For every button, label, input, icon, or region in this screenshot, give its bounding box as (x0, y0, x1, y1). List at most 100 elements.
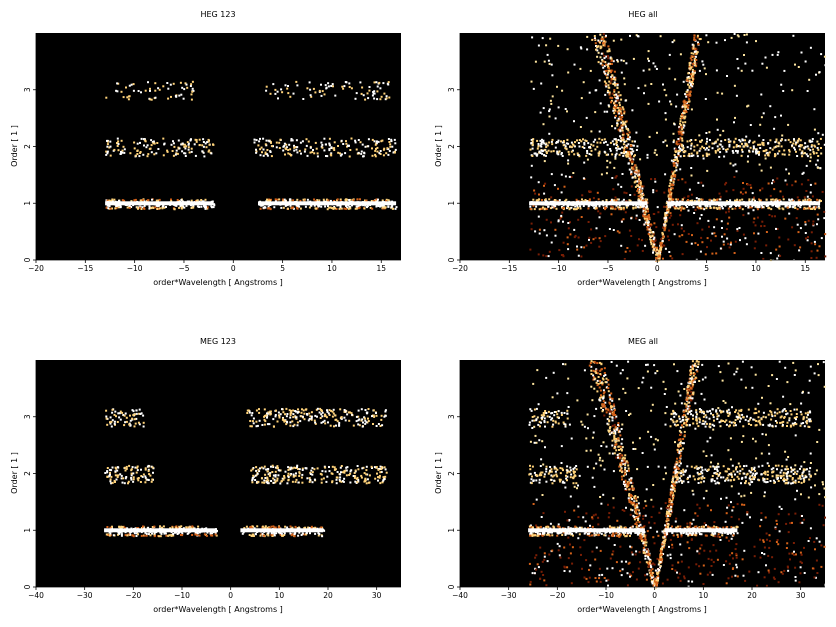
heatmap-cell (676, 93, 679, 96)
heatmap-cell (674, 156, 677, 159)
heatmap-cell (260, 204, 263, 207)
heatmap-cell (324, 413, 326, 416)
heatmap-cell (595, 546, 598, 549)
heatmap-cell (327, 199, 330, 202)
heatmap-cell (190, 83, 193, 86)
heatmap-cell (124, 469, 127, 472)
heatmap-cell (794, 434, 797, 437)
y-tick-label: 0 (23, 257, 32, 262)
heatmap-cell (783, 69, 786, 72)
heatmap-cell (283, 198, 286, 201)
heatmap-cell (625, 192, 628, 195)
heatmap-cell (642, 69, 645, 72)
heatmap-cell (343, 410, 346, 413)
heatmap-cell (698, 207, 701, 210)
heatmap-cell (700, 181, 703, 184)
heatmap-cell (551, 138, 554, 141)
heatmap-cell (297, 204, 300, 207)
heatmap-cell (676, 160, 679, 163)
heatmap-cell (130, 206, 133, 208)
heatmap-cell (684, 181, 687, 184)
heatmap-cell (561, 254, 564, 256)
heatmap-cell (658, 100, 661, 103)
heatmap-cell (272, 481, 275, 484)
heatmap-cell (812, 148, 814, 151)
heatmap-cell (191, 80, 194, 83)
heatmap-cell (717, 462, 720, 465)
heatmap-cell (681, 234, 684, 237)
heatmap-cell (754, 440, 757, 443)
heatmap-cell (340, 207, 343, 210)
heatmap-cell (537, 253, 540, 256)
heatmap-cell (321, 143, 324, 146)
heatmap-cell (621, 173, 624, 175)
heatmap-cell (366, 478, 369, 481)
heatmap-cell (617, 106, 620, 109)
heatmap-cell (756, 206, 759, 209)
heatmap-cell (635, 131, 638, 134)
heatmap-cell (380, 467, 383, 469)
heatmap-cell (137, 90, 140, 92)
heatmap-cell (355, 92, 358, 95)
heatmap-cell (615, 142, 618, 145)
heatmap-cell (293, 149, 296, 152)
heatmap-cell (795, 150, 797, 153)
heatmap-cell (190, 98, 193, 101)
heatmap-cell (618, 206, 621, 209)
heatmap-cell (175, 531, 178, 534)
heatmap-cell (824, 496, 827, 499)
heatmap-cell (119, 418, 122, 421)
heatmap-cell (617, 91, 620, 94)
heatmap-cell (363, 417, 366, 420)
heatmap-cell (598, 245, 601, 248)
heatmap-cell (576, 245, 578, 248)
heatmap-cell (635, 166, 638, 169)
heatmap-cell (738, 227, 741, 229)
heatmap-cell (266, 423, 269, 426)
heatmap-cell (214, 533, 217, 536)
heatmap-cell (620, 38, 623, 41)
heatmap-cell (320, 413, 323, 416)
heatmap-cell (289, 525, 292, 528)
heatmap-cell (365, 421, 368, 424)
heatmap-cell (609, 69, 612, 72)
heatmap-cell (587, 221, 590, 223)
heatmap-cell (364, 422, 367, 425)
heatmap-cell (560, 214, 563, 217)
heatmap-cell (767, 142, 770, 145)
heatmap-cell (301, 481, 304, 484)
heatmap-cell (302, 98, 305, 100)
heatmap-cell (165, 206, 167, 208)
heatmap-cell (597, 152, 600, 155)
heatmap-cell (360, 408, 363, 411)
heatmap-cell (367, 417, 369, 420)
heatmap-cell (142, 414, 145, 417)
heatmap-cell (685, 111, 688, 113)
heatmap-cell (702, 157, 705, 160)
heatmap-cell (589, 524, 591, 527)
heatmap-cell (155, 152, 158, 155)
heatmap-cell (636, 184, 639, 187)
heatmap-cell (642, 207, 645, 210)
heatmap-cell (109, 422, 112, 425)
heatmap-cell (622, 123, 624, 126)
heatmap-cell (730, 205, 733, 208)
heatmap-cell (763, 491, 766, 494)
heatmap-cell (765, 433, 767, 436)
heatmap-cell (543, 160, 546, 163)
heatmap-cell (261, 424, 264, 426)
heatmap-cell (150, 144, 153, 147)
heatmap-cell (751, 205, 754, 208)
heatmap-cell (723, 233, 726, 236)
heatmap-cell (756, 150, 759, 153)
heatmap-cell (675, 142, 678, 145)
heatmap-cell (345, 474, 348, 477)
heatmap-cell (367, 97, 370, 100)
heatmap-cell (824, 64, 827, 67)
heatmap-cell (786, 183, 789, 186)
heatmap-cell (590, 241, 593, 244)
heatmap-cell (259, 207, 262, 210)
heatmap-cell (105, 150, 108, 153)
